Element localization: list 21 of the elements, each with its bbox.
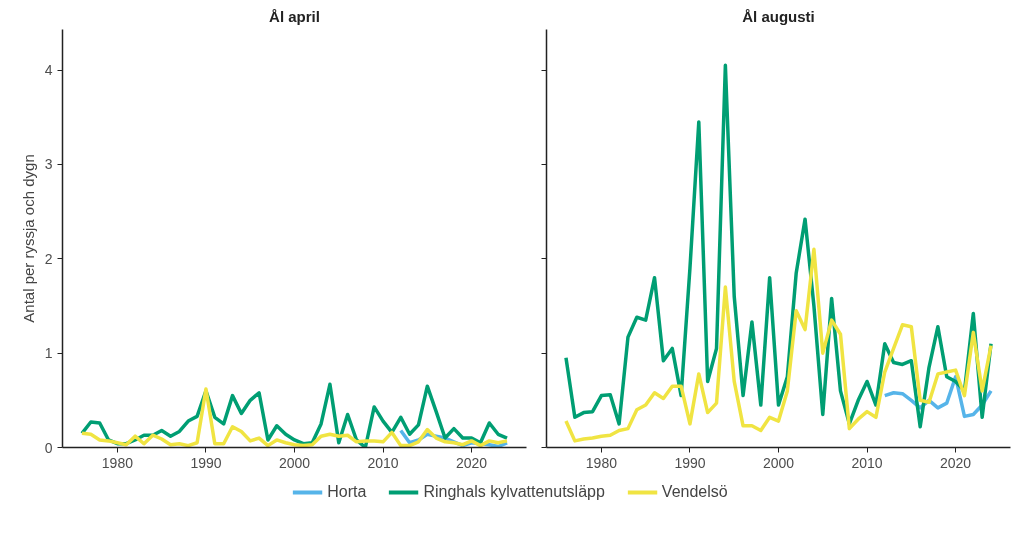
- x-tick-label: 2000: [762, 454, 795, 471]
- y-tick-label: 1: [44, 345, 53, 362]
- legend-label: Vendelsö: [661, 483, 728, 501]
- legend-label: Horta: [327, 483, 367, 501]
- x-tick-label: 2010: [851, 454, 883, 471]
- x-tick-label: 1980: [585, 454, 618, 471]
- y-tick-label: 0: [44, 439, 53, 456]
- x-tick-label: 2020: [456, 454, 488, 471]
- x-tick-label: 1980: [101, 454, 134, 471]
- legend-label: Ringhals kylvattenutsläpp: [423, 483, 605, 501]
- y-axis-title: Antal per ryssja och dygn: [19, 154, 37, 323]
- x-tick-label: 2020: [940, 454, 972, 471]
- y-tick-label: 3: [44, 156, 53, 173]
- x-tick-label: 2010: [367, 454, 399, 471]
- chart-title: Ål augusti: [742, 7, 815, 25]
- y-tick-label: 4: [44, 62, 53, 79]
- chart-title: Ål april: [269, 7, 320, 25]
- y-tick-label: 2: [44, 250, 53, 267]
- x-tick-label: 1990: [190, 454, 222, 471]
- x-tick-label: 2000: [278, 454, 311, 471]
- x-tick-label: 1990: [674, 454, 706, 471]
